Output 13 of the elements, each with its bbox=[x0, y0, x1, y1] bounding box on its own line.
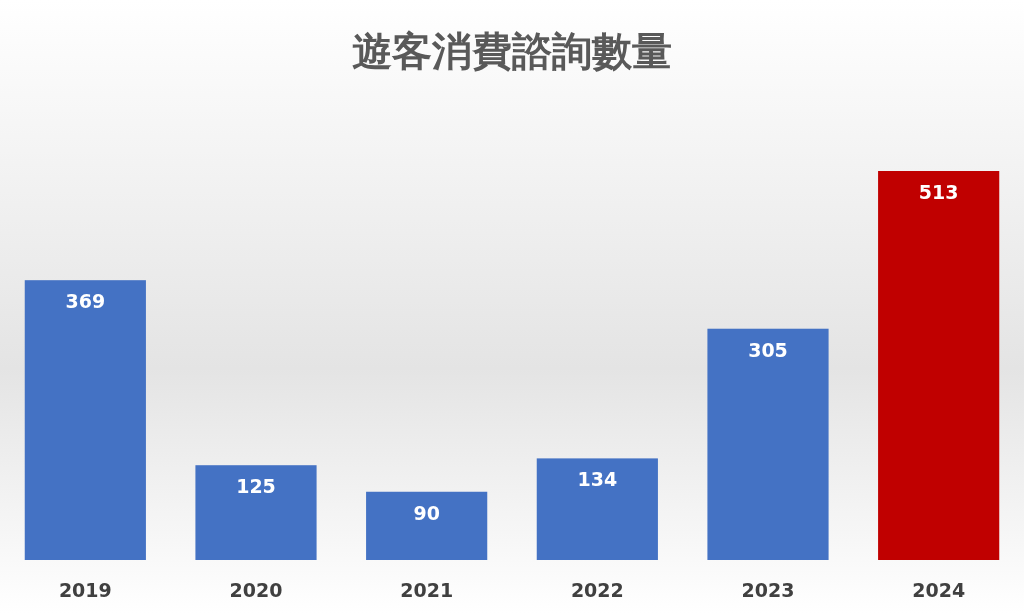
data-label: 369 bbox=[65, 290, 106, 313]
data-label: 305 bbox=[748, 338, 788, 361]
chart-title: 遊客消費諮詢數量 bbox=[352, 28, 672, 74]
x-tick-label: 2023 bbox=[741, 579, 795, 601]
x-tick-label: 2024 bbox=[912, 579, 966, 601]
data-label: 90 bbox=[413, 501, 440, 524]
x-tick-label: 2019 bbox=[58, 579, 112, 601]
x-tick-label: 2021 bbox=[400, 579, 454, 601]
data-label: 125 bbox=[236, 475, 276, 498]
x-tick-label: 2022 bbox=[570, 579, 624, 601]
data-label: 513 bbox=[918, 181, 959, 203]
data-label: 134 bbox=[577, 468, 618, 491]
x-tick-label: 2020 bbox=[229, 579, 283, 601]
